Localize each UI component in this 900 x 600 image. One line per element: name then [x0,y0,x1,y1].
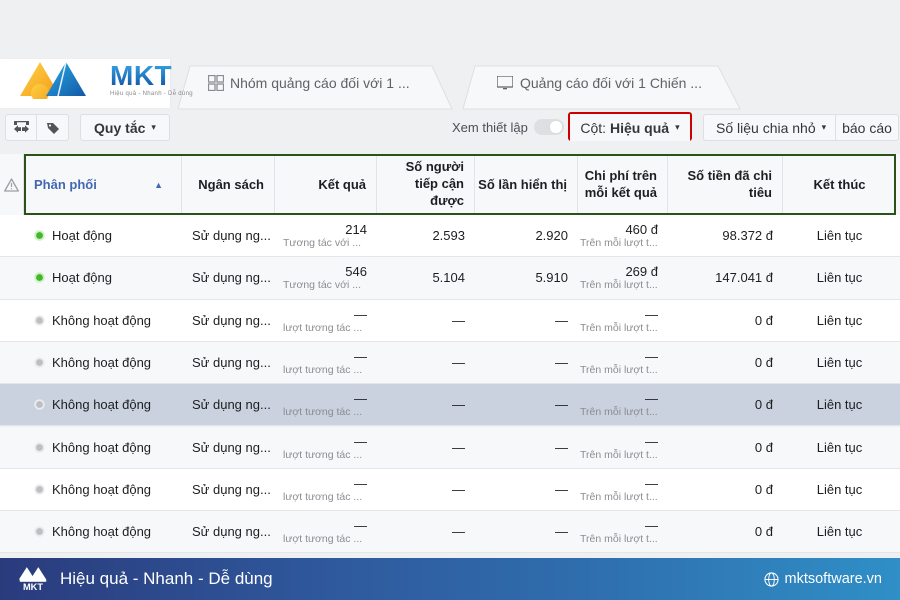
svg-text:MKT: MKT [23,582,43,592]
